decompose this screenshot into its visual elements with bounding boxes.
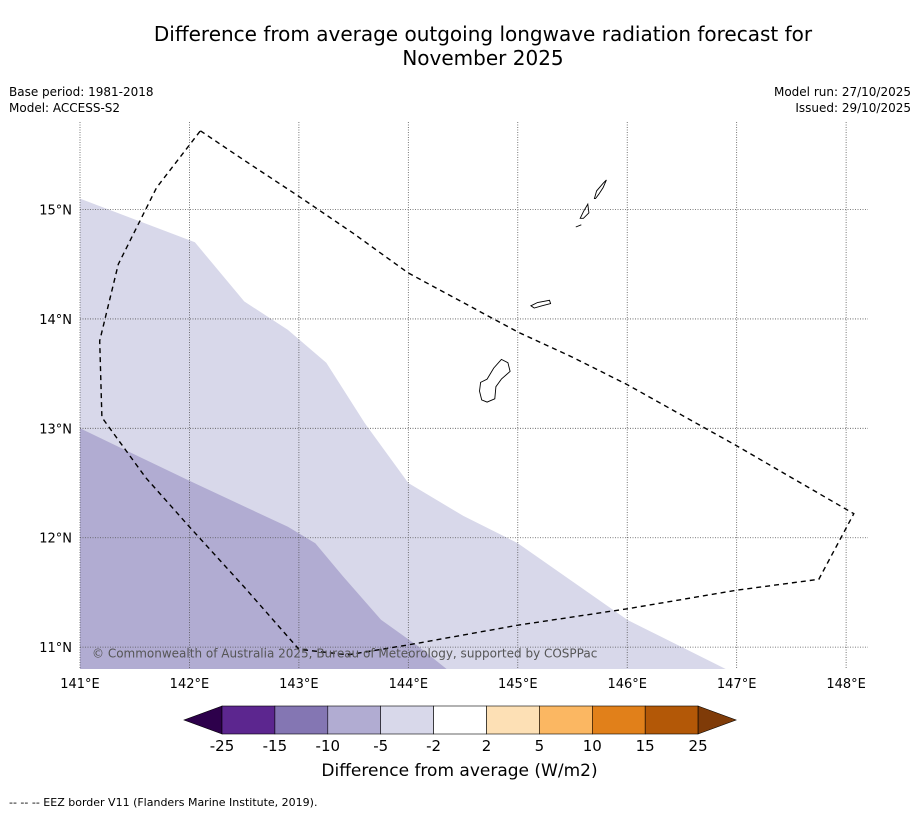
colorbar-tick-label: 25	[689, 737, 708, 755]
anomaly-region-2	[80, 428, 447, 669]
colorbar-segment	[380, 705, 434, 735]
lat-tick-label: 14°N	[39, 313, 72, 328]
colorbar-segment	[327, 705, 381, 735]
colorbar-tick-label: -10	[316, 737, 341, 755]
lon-tick-label: 143°E	[279, 677, 319, 692]
lon-tick-label: 148°E	[826, 677, 866, 692]
lat-tick-label: 13°N	[39, 422, 72, 437]
model-run: Model run: 27/10/2025	[773, 85, 911, 99]
colorbar-tick-label: 15	[636, 737, 655, 755]
colorbar-segment	[221, 705, 276, 735]
colorbar-segment	[539, 705, 593, 735]
colorbar-segment	[486, 705, 540, 735]
colorbar-tick-label: 5	[535, 737, 545, 755]
lon-tick-label: 147°E	[717, 677, 757, 692]
colorbar-segment	[591, 705, 646, 735]
lon-tick-label: 146°E	[607, 677, 647, 692]
colorbar-extend-low	[183, 705, 223, 735]
colorbar-segment	[644, 705, 699, 735]
title-line-1: Difference from average outgoing longwav…	[153, 22, 813, 46]
chart-title: Difference from average outgoing longwav…	[0, 22, 919, 70]
colorbar-extend-high	[697, 705, 737, 735]
copyright-text: © Commonwealth of Australia 2025, Bureau…	[92, 647, 597, 661]
lat-tick-label: 11°N	[39, 641, 72, 656]
lon-tick-label: 142°E	[170, 677, 210, 692]
colorbar-tick-label: -15	[263, 737, 288, 755]
lon-tick-label: 145°E	[498, 677, 538, 692]
lon-tick-label: 144°E	[389, 677, 429, 692]
eez-footnote: -- -- -- EEZ border V11 (Flanders Marine…	[9, 796, 318, 809]
issued-date: Issued: 29/10/2025	[795, 101, 911, 115]
title-line-2: November 2025	[402, 46, 564, 70]
meta-right: Model run: 27/10/2025 Issued: 29/10/2025	[774, 84, 911, 116]
colorbar-segment	[433, 705, 487, 735]
colorbar-tick-label: 2	[482, 737, 492, 755]
colorbar-tick-label: -25	[210, 737, 235, 755]
island-rota-outline	[530, 299, 552, 309]
lat-tick-label: 15°N	[39, 204, 72, 219]
lat-tick-label: 12°N	[39, 532, 72, 547]
colorbar-tick-label: -2	[426, 737, 441, 755]
island-tinian-outline	[579, 202, 590, 219]
model-name: Model: ACCESS-S2	[9, 101, 121, 115]
colorbar-label: Difference from average (W/m2)	[321, 761, 598, 781]
meta-left: Base period: 1981-2018 Model: ACCESS-S2	[9, 84, 154, 116]
lon-tick-label: 141°E	[60, 677, 100, 692]
island-guam-outline	[479, 358, 511, 403]
colorbar-tick-label: 10	[583, 737, 602, 755]
anomaly-layer	[80, 198, 726, 669]
island-aguijan-outline	[575, 224, 582, 228]
colorbar-tick-label: -5	[373, 737, 388, 755]
eez-border-line	[98, 130, 855, 656]
base-period: Base period: 1981-2018	[9, 85, 154, 99]
island-saipan-outline	[593, 179, 607, 200]
colorbar-segment	[274, 705, 329, 735]
